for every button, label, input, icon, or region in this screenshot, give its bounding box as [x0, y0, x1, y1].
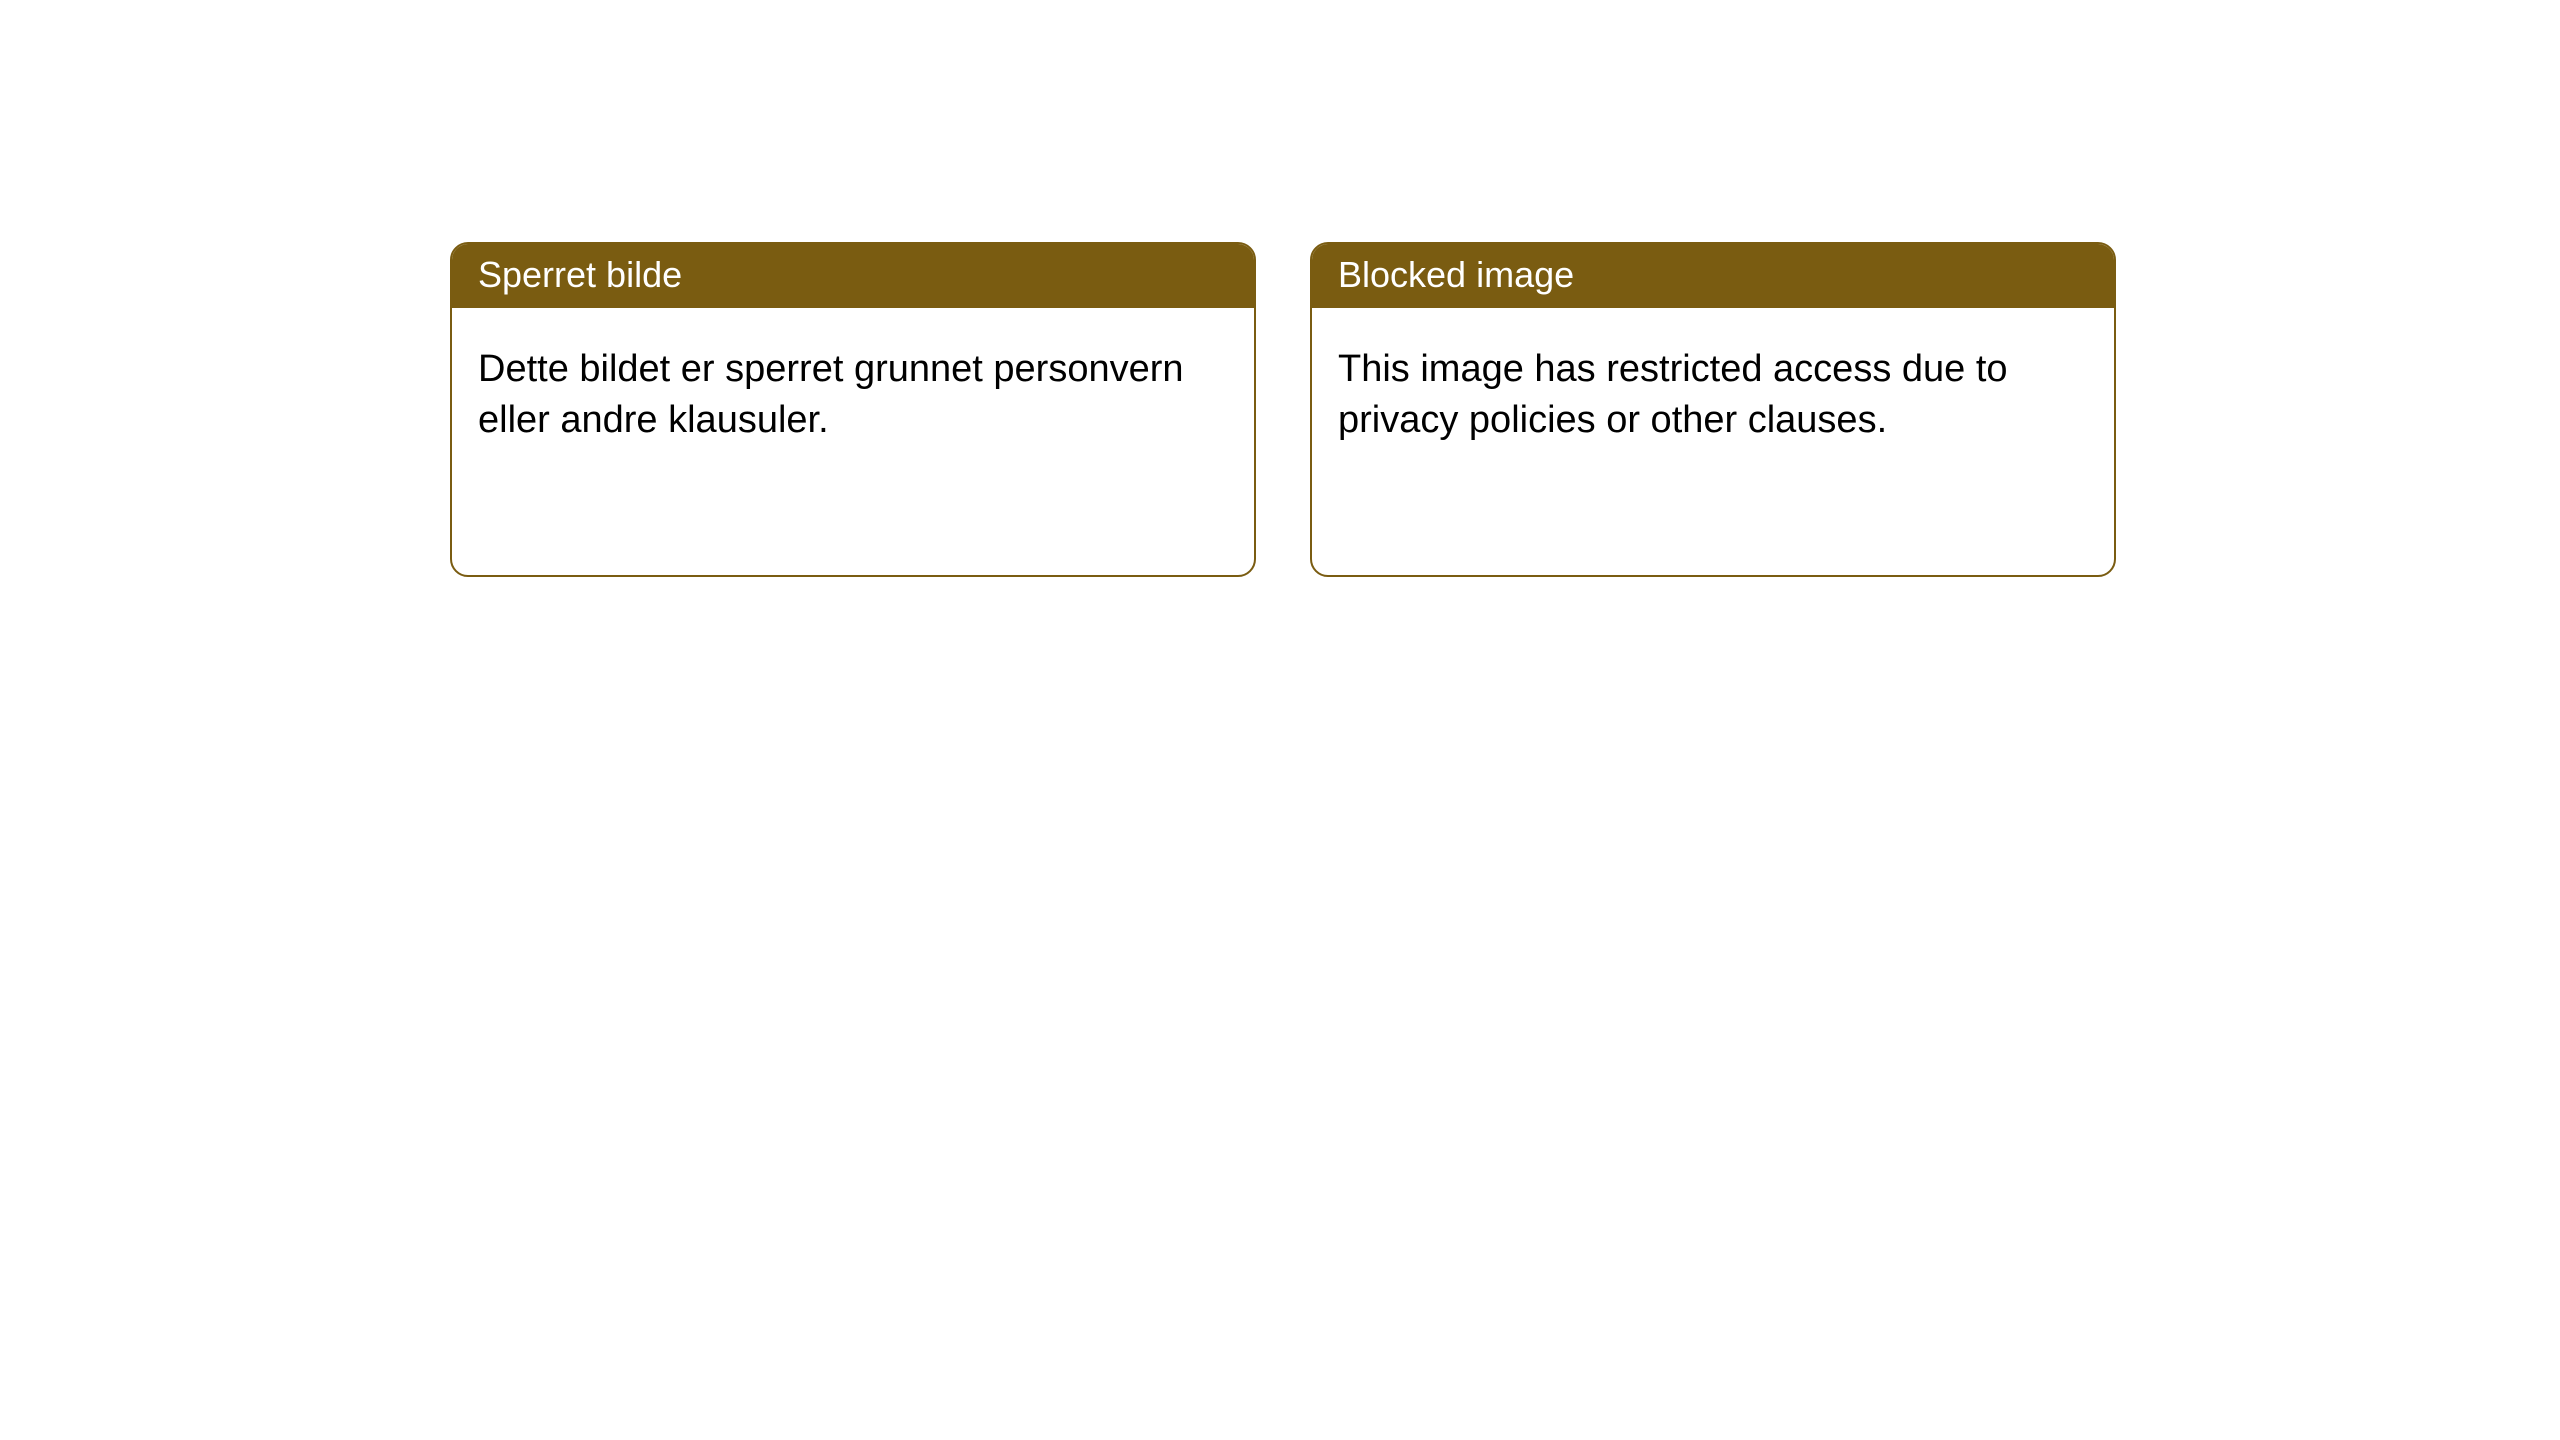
notice-card-norwegian: Sperret bilde Dette bildet er sperret gr…	[450, 242, 1256, 577]
notice-header: Blocked image	[1312, 244, 2114, 308]
notice-header: Sperret bilde	[452, 244, 1254, 308]
notice-body: This image has restricted access due to …	[1312, 308, 2114, 473]
notice-card-english: Blocked image This image has restricted …	[1310, 242, 2116, 577]
notice-container: Sperret bilde Dette bildet er sperret gr…	[450, 242, 2116, 577]
notice-body: Dette bildet er sperret grunnet personve…	[452, 308, 1254, 473]
